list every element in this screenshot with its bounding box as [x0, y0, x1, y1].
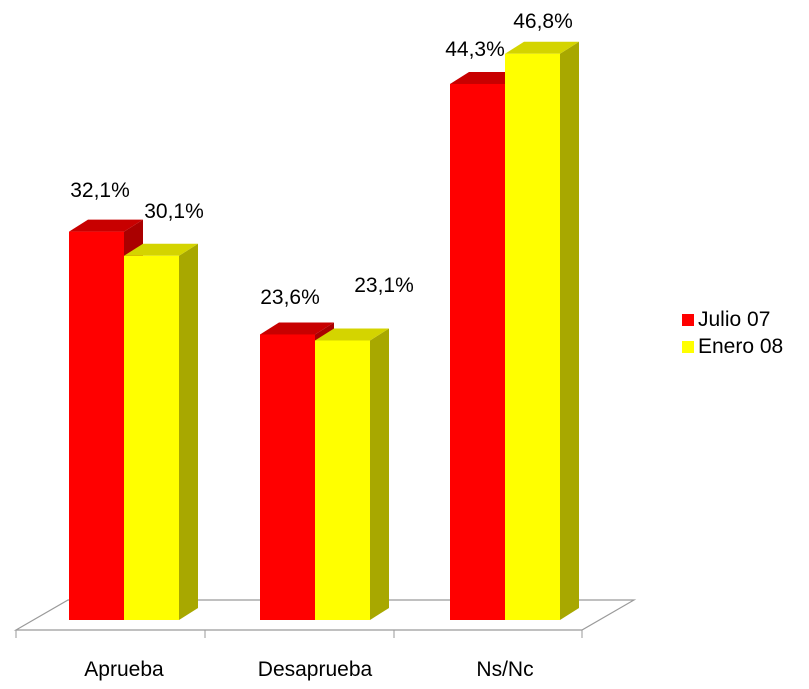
bar-top: [260, 322, 334, 335]
chart-floor: [13, 599, 637, 631]
bar: [315, 328, 389, 620]
value-labels: 32,1% 30,1% 23,6% 23,1% 44,3% 46,8%: [70, 10, 573, 309]
data-label: 23,1%: [354, 274, 414, 297]
bar-side: [179, 243, 198, 621]
bar-top: [124, 243, 198, 256]
data-label: 30,1%: [144, 200, 204, 223]
bar-side: [560, 41, 579, 621]
bar-top: [505, 41, 579, 54]
data-label: 46,8%: [513, 10, 573, 33]
legend: Julio 07 Enero 08: [682, 306, 783, 360]
category-label: Desaprueba: [258, 658, 373, 681]
bar-top: [69, 219, 143, 232]
category-labels: Aprueba Desaprueba Ns/Nc: [84, 658, 533, 681]
legend-item-julio-07: Julio 07: [682, 306, 783, 333]
data-label: 44,3%: [445, 38, 505, 61]
bar-front: [505, 53, 560, 621]
legend-item-enero-08: Enero 08: [682, 333, 783, 360]
legend-swatch: [682, 340, 694, 353]
legend-swatch: [682, 313, 694, 326]
bar-side: [370, 328, 389, 620]
bar-top: [315, 328, 389, 341]
bar: [505, 41, 579, 621]
data-label: 32,1%: [70, 179, 130, 202]
legend-label: Enero 08: [698, 334, 784, 358]
floor: [13, 599, 637, 638]
bar-front: [260, 334, 315, 620]
bar: [124, 243, 198, 621]
legend-label: Julio 07: [698, 307, 771, 331]
bar-front: [124, 255, 179, 621]
bar-front: [69, 231, 124, 620]
bar-front: [450, 83, 505, 621]
bars: [69, 41, 579, 621]
category-label: Aprueba: [84, 658, 164, 681]
category-label: Ns/Nc: [476, 658, 533, 681]
bar-front: [315, 340, 370, 620]
data-label: 23,6%: [260, 286, 320, 309]
